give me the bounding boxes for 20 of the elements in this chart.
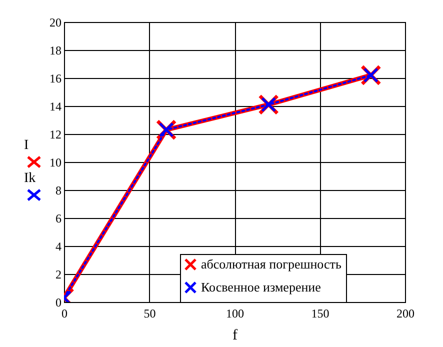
- x-tick-label: 100: [226, 306, 244, 320]
- y-tick-label: 20: [50, 16, 62, 30]
- y-tick-label: 0: [56, 296, 62, 310]
- legend-label: Косвенное измерение: [201, 280, 322, 294]
- x-tick-label: 150: [311, 306, 330, 320]
- y-tick-label: 2: [56, 268, 62, 282]
- y-tick-label: 10: [50, 156, 62, 170]
- text: I: [24, 138, 29, 154]
- text: Ik: [24, 171, 36, 187]
- y-tick-label: 16: [50, 72, 62, 86]
- y-tick-label: 12: [50, 128, 62, 142]
- y-tick-label: 18: [50, 44, 62, 58]
- y-tick-label: 6: [56, 212, 62, 226]
- y-tick-label: 14: [50, 100, 62, 114]
- x-tick-label: 200: [396, 306, 414, 320]
- x-axis-title: f: [232, 328, 238, 344]
- y-tick-label: 4: [56, 240, 62, 254]
- y-tick-label: 8: [56, 184, 62, 198]
- x-tick-label: 50: [144, 306, 156, 320]
- legend-label: абсолютная погрешность: [201, 256, 342, 272]
